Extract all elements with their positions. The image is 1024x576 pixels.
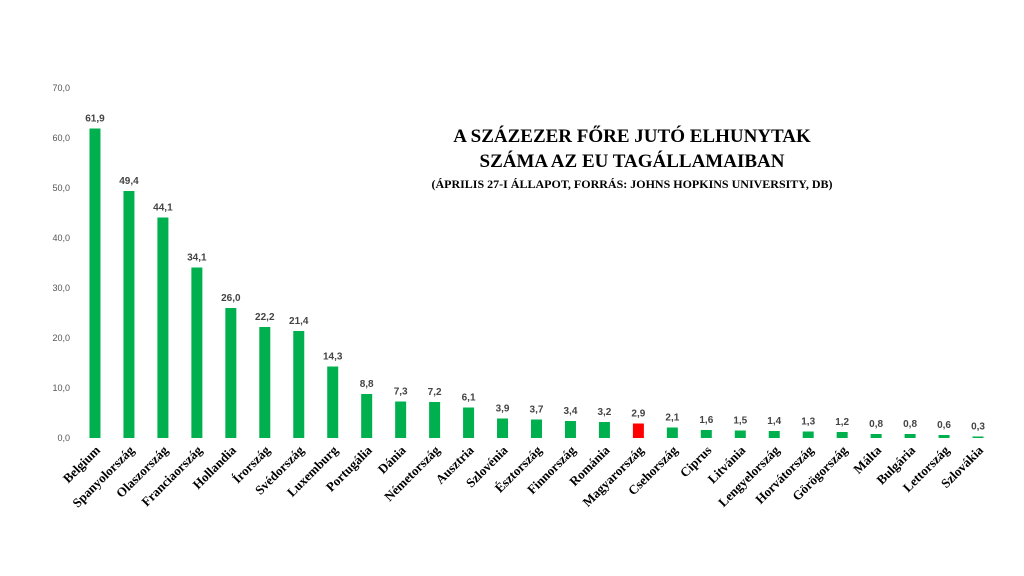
data-label: 1,4 xyxy=(767,416,781,427)
y-tick-label: 70,0 xyxy=(52,83,70,93)
bar xyxy=(395,401,407,438)
y-tick-label: 20,0 xyxy=(52,333,70,343)
data-label: 7,2 xyxy=(428,387,442,398)
y-tick-label: 40,0 xyxy=(52,233,70,243)
data-label: 2,9 xyxy=(631,409,645,420)
data-label: 61,9 xyxy=(85,114,105,125)
data-label: 0,8 xyxy=(903,419,917,430)
y-tick-label: 50,0 xyxy=(52,183,70,193)
data-label: 1,6 xyxy=(699,415,713,426)
bar xyxy=(768,431,780,438)
y-tick-label: 60,0 xyxy=(52,133,70,143)
data-label: 0,3 xyxy=(971,422,985,433)
category-labels: BelgiumSpanyolországOlaszországFranciaor… xyxy=(60,442,987,510)
bars xyxy=(89,128,984,438)
bar xyxy=(734,430,746,438)
bar xyxy=(225,308,237,438)
data-labels: 61,9 49,4 44,1 34,1 26,0 22,2 21,4 14,3 8,8 7,3 7,… xyxy=(85,114,985,433)
bar xyxy=(666,427,678,438)
data-label: 1,5 xyxy=(733,416,747,427)
data-label: 3,2 xyxy=(597,407,611,418)
bar xyxy=(564,421,576,438)
data-label: 14,3 xyxy=(323,352,343,363)
y-tick-label: 30,0 xyxy=(52,283,70,293)
bar xyxy=(123,191,135,438)
bar xyxy=(904,434,916,438)
data-label: 6,1 xyxy=(462,393,476,404)
y-tick-label: 0,0 xyxy=(57,433,70,443)
data-label: 3,4 xyxy=(564,406,578,417)
bar xyxy=(429,402,441,438)
data-label: 34,1 xyxy=(187,253,207,264)
data-label: 7,3 xyxy=(394,387,408,398)
data-label: 22,2 xyxy=(255,312,275,323)
bar xyxy=(293,331,305,438)
bar xyxy=(632,423,644,438)
data-label: 2,1 xyxy=(665,413,679,424)
bar xyxy=(463,407,475,438)
data-label: 49,4 xyxy=(119,176,139,187)
data-label: 44,1 xyxy=(153,203,173,214)
data-label: 21,4 xyxy=(289,316,309,327)
data-label: 1,3 xyxy=(801,417,815,428)
bar xyxy=(497,418,509,438)
bar xyxy=(259,327,271,438)
data-label: 1,2 xyxy=(835,417,849,428)
bar xyxy=(836,432,848,438)
data-label: 3,7 xyxy=(530,405,544,416)
chart-title-line-1: A SZÁZEZER FŐRE JUTÓ ELHUNYTAK xyxy=(453,125,811,147)
chart-title-line-2: SZÁMA AZ EU TAGÁLLAMAIBAN xyxy=(480,150,785,172)
y-axis: 0,0 10,0 20,0 30,0 40,0 50,0 60,0 70,0 xyxy=(52,83,70,443)
data-label: 8,8 xyxy=(360,379,374,390)
chart-title: A SZÁZEZER FŐRE JUTÓ ELHUNYTAK SZÁMA AZ … xyxy=(431,125,832,191)
bar xyxy=(598,422,610,438)
bar xyxy=(327,366,339,438)
bar xyxy=(802,431,814,438)
bar xyxy=(938,435,950,438)
data-label: 3,9 xyxy=(496,404,510,415)
bar xyxy=(870,434,882,438)
chart-subtitle: (ÁPRILIS 27-I ÁLLAPOT, FORRÁS: JOHNS HOP… xyxy=(431,177,832,191)
bar xyxy=(89,128,101,438)
bar xyxy=(531,419,542,438)
bar xyxy=(972,436,984,438)
data-label: 0,8 xyxy=(869,419,883,430)
y-tick-label: 10,0 xyxy=(52,383,70,393)
bar xyxy=(157,217,169,438)
bar xyxy=(361,394,373,438)
data-label: 0,6 xyxy=(937,420,951,431)
bar xyxy=(700,430,712,438)
bar xyxy=(191,267,203,438)
data-label: 26,0 xyxy=(221,293,241,304)
